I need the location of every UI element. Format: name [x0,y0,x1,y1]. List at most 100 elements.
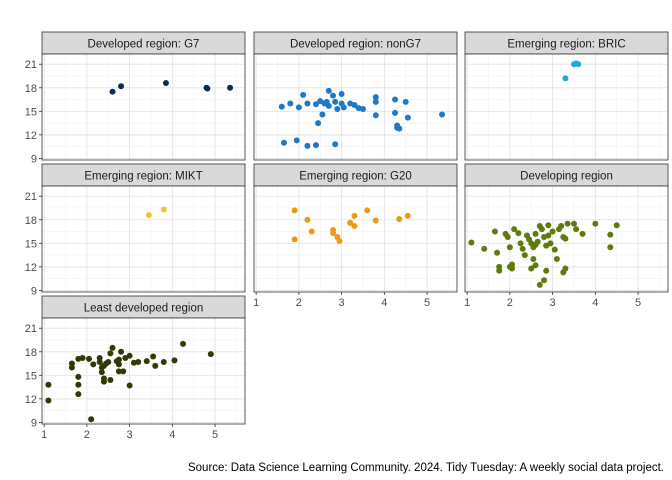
data-point [115,368,122,375]
data-point [575,61,582,68]
y-tick-label: 9 [31,417,37,429]
chart-caption: Source: Data Science Learning Community.… [188,462,664,474]
data-point [115,356,122,363]
data-point [560,269,567,276]
data-point [351,223,358,230]
data-point [519,245,526,252]
plot-background [42,318,245,424]
data-point [325,102,332,109]
data-point [396,125,403,132]
data-point [549,228,556,235]
y-tick-label: 18 [25,347,37,359]
data-point [392,96,399,103]
data-point [392,109,399,116]
panel-border [253,185,458,293]
data-point [553,256,560,263]
x-tick-label: 3 [550,297,556,309]
x-tick-label: 1 [253,297,259,309]
data-point [287,100,294,107]
data-point [319,111,326,118]
data-point [468,239,475,246]
data-point [528,265,535,272]
data-point [545,232,552,239]
data-point [570,220,577,227]
plot-background [254,186,457,292]
data-point [509,261,516,268]
data-point [118,348,125,355]
data-point [545,222,552,229]
data-point [330,230,337,237]
data-point [304,142,311,149]
x-tick-label: 2 [507,297,513,309]
facet-strip-label: Developed region: G7 [88,39,200,51]
x-tick-label: 5 [212,429,218,441]
panel-border [41,317,246,425]
data-point [145,212,152,219]
data-point [330,92,337,99]
data-point [496,267,503,274]
data-point [207,351,214,358]
data-point [293,137,300,144]
plot-background [42,186,245,292]
data-point [88,416,95,423]
data-point [351,212,358,219]
data-point [204,85,211,92]
data-point [334,105,341,112]
y-tick-label: 12 [25,130,37,142]
data-point [171,357,178,364]
data-point [364,207,371,214]
panel-border [464,53,669,161]
data-point [530,256,537,263]
data-point [120,368,127,375]
x-tick-label: 4 [592,297,598,309]
data-point [511,226,518,233]
y-tick-label: 21 [25,191,37,203]
data-point [227,84,234,91]
data-point [372,98,379,105]
data-point [336,237,343,244]
data-point [79,355,86,362]
plot-background [42,54,245,160]
data-point [532,262,539,269]
panel-border [41,53,246,161]
data-point [300,91,307,98]
data-point [308,228,315,235]
data-point [562,235,569,242]
data-point [295,104,302,111]
data-point [278,103,285,110]
facet-panel: Emerging region: MIKT 9 12 15 18 21 [25,163,246,297]
facet-panel: Developed region: nonG7 [253,31,458,161]
facet-panel: Developing region 1 2 3 4 5 [464,163,669,309]
data-point [45,381,52,388]
data-point [280,139,287,146]
data-point [75,373,82,380]
data-point [481,245,488,252]
data-point [118,83,125,90]
facet-panel: Emerging region: BRIC [464,31,669,161]
data-point [107,350,114,357]
data-point [325,87,332,94]
data-point [515,230,522,237]
data-point [315,120,322,127]
data-point [86,355,93,362]
data-point [150,353,157,360]
data-point [351,102,358,109]
data-point [143,358,150,365]
x-tick-label: 2 [84,429,90,441]
facet-strip-label: Emerging region: G20 [299,171,412,183]
facet-strip-label: Emerging region: BRIC [507,39,625,51]
data-point [494,249,501,256]
data-point [547,240,554,247]
data-point [506,244,513,251]
y-tick-label: 21 [25,323,37,335]
data-point [607,231,614,238]
data-point [107,377,114,384]
facet-strip-label: Emerging region: MIKT [84,171,202,183]
y-tick-label: 9 [31,285,37,297]
data-point [75,381,82,388]
data-point [372,217,379,224]
data-point [340,104,347,111]
data-point [404,212,411,219]
facet-panel: Emerging region: G20 1 2 3 4 5 [253,163,458,309]
